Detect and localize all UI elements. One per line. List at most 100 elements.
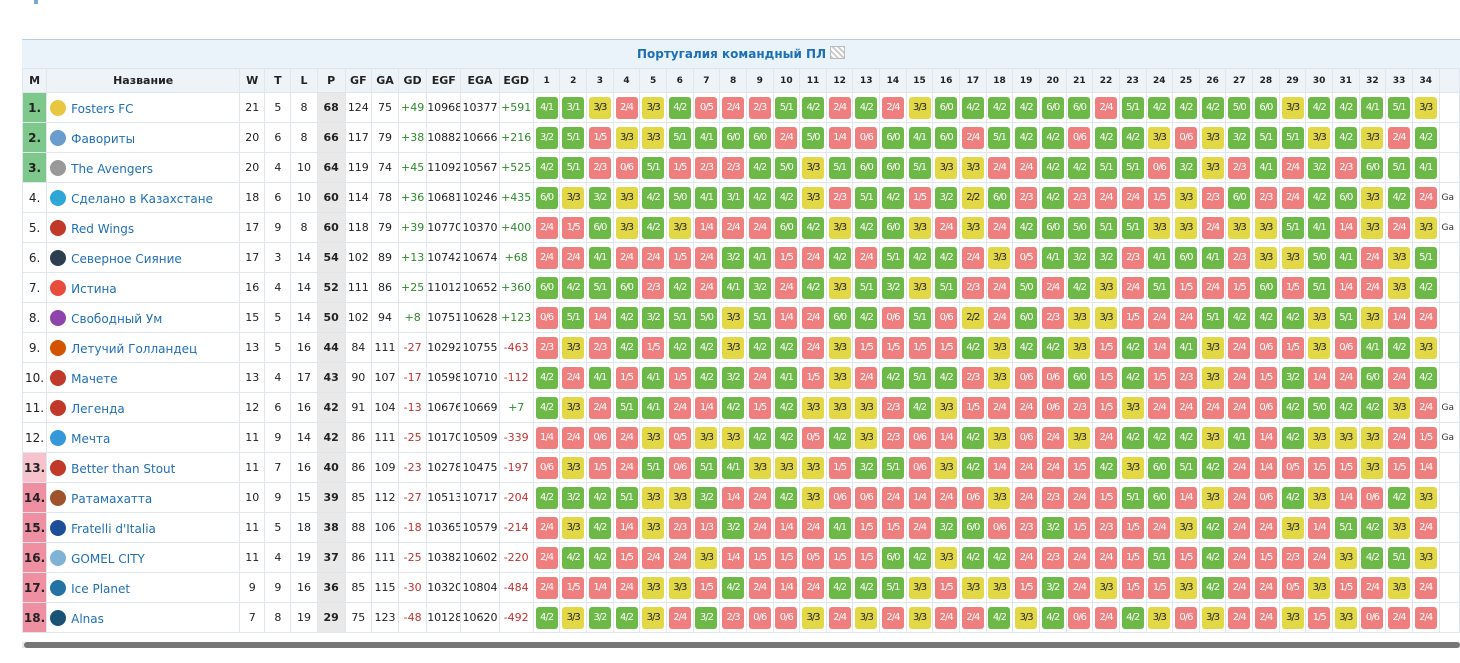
match-result-badge[interactable]: 4/2	[695, 336, 718, 359]
match-result-badge[interactable]: 3/2	[588, 606, 611, 629]
match-result-badge[interactable]: 1/5	[1228, 276, 1251, 299]
match-result-badge[interactable]: 5/1	[1281, 216, 1304, 239]
match-result-badge[interactable]: 1/5	[1174, 546, 1197, 569]
match-result-badge[interactable]: 2/4	[1068, 546, 1091, 569]
match-result-badge[interactable]: 1/5	[562, 576, 585, 599]
match-result-badge[interactable]: 1/4	[1174, 486, 1197, 509]
match-result-badge[interactable]: 6/0	[1361, 366, 1384, 389]
match-result-badge[interactable]: 1/5	[1095, 336, 1118, 359]
match-result-badge[interactable]: 4/2	[535, 606, 558, 629]
match-result-badge[interactable]: 4/2	[1361, 546, 1384, 569]
match-result-badge[interactable]: 0/6	[748, 606, 771, 629]
match-result-badge[interactable]: 3/3	[1281, 606, 1304, 629]
match-result-badge[interactable]: 3/3	[642, 426, 665, 449]
match-result-badge[interactable]: 2/4	[908, 516, 931, 539]
match-result-badge[interactable]: 1/5	[1308, 606, 1331, 629]
match-result-badge[interactable]: 2/4	[1201, 396, 1224, 419]
header-gd[interactable]: GD	[398, 68, 428, 93]
match-result-badge[interactable]: 2/4	[1095, 186, 1118, 209]
team-name-cell[interactable]: Свободный Ум	[46, 302, 241, 333]
match-result-badge[interactable]: 2/4	[1095, 606, 1118, 629]
match-result-badge[interactable]: 2/4	[535, 546, 558, 569]
match-result-badge[interactable]: 4/2	[668, 96, 691, 119]
match-result-badge[interactable]: 2/4	[748, 366, 771, 389]
match-result-badge[interactable]: 2/4	[1361, 246, 1384, 269]
match-result-badge[interactable]: 3/2	[935, 186, 958, 209]
match-result-badge[interactable]: 5/1	[1388, 546, 1411, 569]
match-result-badge[interactable]: 2/3	[961, 366, 984, 389]
match-result-badge[interactable]: 1/5	[668, 366, 691, 389]
match-result-badge[interactable]: 0/6	[615, 156, 638, 179]
team-name-cell[interactable]: GOMEL CITY	[46, 542, 241, 573]
match-result-badge[interactable]: 1/4	[908, 486, 931, 509]
match-result-badge[interactable]: 4/2	[588, 546, 611, 569]
match-result-badge[interactable]: 0/6	[1015, 426, 1038, 449]
match-result-badge[interactable]: 4/2	[615, 606, 638, 629]
match-result-badge[interactable]: 5/1	[1174, 456, 1197, 479]
match-result-badge[interactable]: 1/5	[615, 366, 638, 389]
match-result-badge[interactable]: 1/4	[988, 456, 1011, 479]
scrollbar-thumb[interactable]	[24, 642, 1460, 648]
match-result-badge[interactable]: 3/3	[988, 246, 1011, 269]
match-result-badge[interactable]: 3/3	[1121, 396, 1144, 419]
match-result-badge[interactable]: 6/0	[535, 186, 558, 209]
match-result-badge[interactable]: 4/1	[748, 246, 771, 269]
match-result-badge[interactable]: 5/1	[855, 276, 878, 299]
match-result-badge[interactable]: 1/5	[828, 456, 851, 479]
match-result-badge[interactable]: 1/5	[1095, 486, 1118, 509]
match-result-badge[interactable]: 2/4	[961, 126, 984, 149]
match-result-badge[interactable]: 2/3	[1228, 156, 1251, 179]
match-result-badge[interactable]: 5/1	[1121, 216, 1144, 239]
match-result-badge[interactable]: 3/3	[1308, 336, 1331, 359]
match-result-badge[interactable]: 2/4	[1041, 426, 1064, 449]
match-result-badge[interactable]: 5/1	[881, 576, 904, 599]
match-result-badge[interactable]: 4/2	[1121, 366, 1144, 389]
match-result-badge[interactable]: 1/5	[1095, 366, 1118, 389]
match-result-badge[interactable]: 1/5	[855, 336, 878, 359]
match-result-badge[interactable]: 4/2	[1095, 456, 1118, 479]
match-result-badge[interactable]: 2/4	[1228, 546, 1251, 569]
match-result-badge[interactable]: 5/1	[615, 396, 638, 419]
match-result-badge[interactable]: 4/2	[1041, 336, 1064, 359]
match-result-badge[interactable]: 2/4	[668, 606, 691, 629]
header-name[interactable]: Название	[46, 68, 241, 93]
match-result-badge[interactable]: 3/2	[722, 516, 745, 539]
match-result-badge[interactable]: 5/1	[1308, 276, 1331, 299]
match-result-badge[interactable]: 3/3	[1361, 216, 1384, 239]
match-result-badge[interactable]: 5/1	[1121, 96, 1144, 119]
match-result-badge[interactable]: 2/4	[1228, 366, 1251, 389]
match-result-badge[interactable]: 3/3	[1201, 486, 1224, 509]
match-result-badge[interactable]: 3/3	[1334, 546, 1357, 569]
match-result-badge[interactable]: 6/0	[988, 186, 1011, 209]
match-result-badge[interactable]: 1/4	[1388, 306, 1411, 329]
match-result-badge[interactable]: 3/3	[935, 456, 958, 479]
match-result-badge[interactable]: 4/2	[1121, 606, 1144, 629]
team-name-cell[interactable]: Мачете	[46, 362, 241, 393]
match-result-badge[interactable]: 4/2	[1361, 516, 1384, 539]
match-result-badge[interactable]: 2/4	[988, 156, 1011, 179]
match-result-badge[interactable]: 2/4	[1201, 276, 1224, 299]
match-result-badge[interactable]: 1/5	[1254, 366, 1277, 389]
match-result-badge[interactable]: 1/4	[1254, 456, 1277, 479]
match-result-badge[interactable]: 3/3	[1361, 186, 1384, 209]
match-result-badge[interactable]: 2/4	[828, 96, 851, 119]
match-result-badge[interactable]: 4/2	[1041, 126, 1064, 149]
match-result-badge[interactable]: 3/3	[1388, 246, 1411, 269]
match-result-badge[interactable]: 0/5	[1281, 576, 1304, 599]
match-result-badge[interactable]: 5/1	[828, 156, 851, 179]
match-result-badge[interactable]: 2/4	[1174, 396, 1197, 419]
match-result-badge[interactable]: 2/4	[935, 606, 958, 629]
match-result-badge[interactable]: 1/5	[1281, 276, 1304, 299]
match-result-badge[interactable]: 1/4	[1254, 426, 1277, 449]
team-name-link[interactable]: Fratelli d'Italia	[71, 521, 156, 536]
match-result-badge[interactable]: 3/2	[855, 456, 878, 479]
match-result-badge[interactable]: 2/4	[801, 336, 824, 359]
match-result-badge[interactable]: 2/4	[535, 216, 558, 239]
match-result-badge[interactable]: 3/3	[908, 216, 931, 239]
match-result-badge[interactable]: 1/5	[1068, 456, 1091, 479]
match-result-badge[interactable]: 2/3	[535, 336, 558, 359]
match-result-badge[interactable]: 4/2	[1174, 426, 1197, 449]
match-result-badge[interactable]: 3/3	[722, 426, 745, 449]
match-result-badge[interactable]: 3/3	[1228, 216, 1251, 239]
header-w[interactable]: W	[239, 68, 266, 93]
